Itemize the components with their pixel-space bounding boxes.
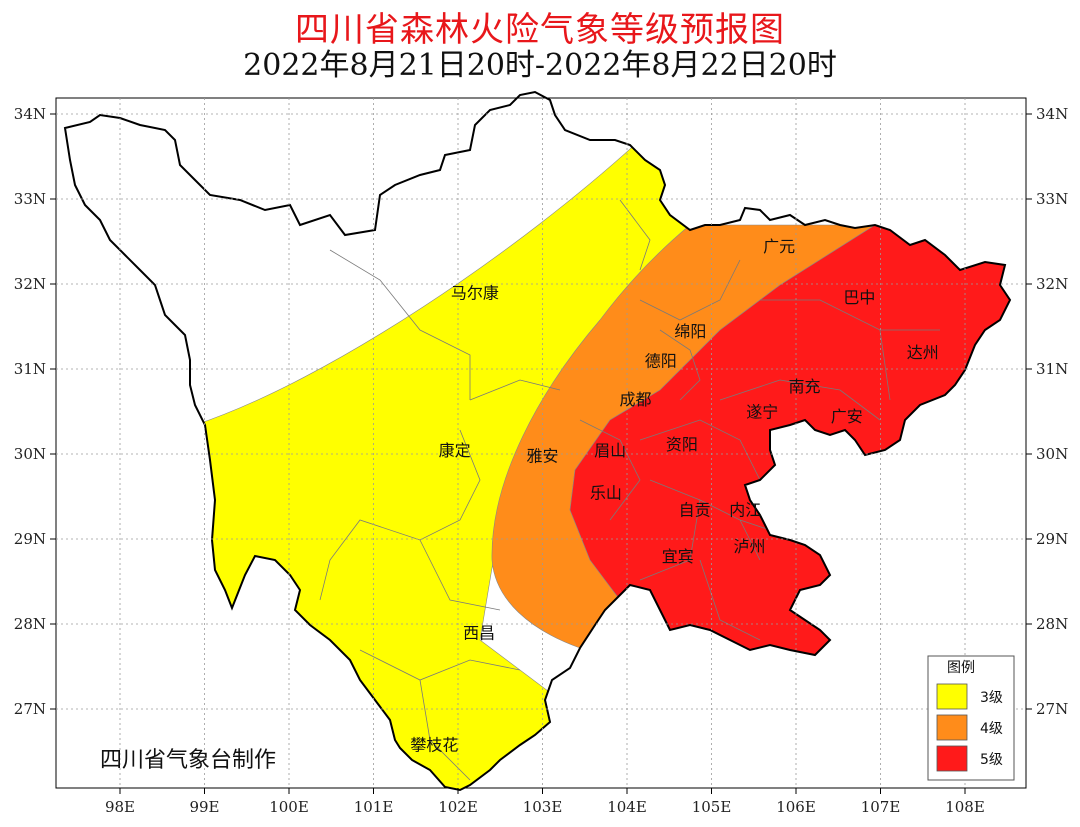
longitude-tick-label: 108E: [945, 798, 985, 816]
city-label: 内江: [729, 500, 761, 519]
latitude-tick-label: 33N: [14, 190, 46, 208]
legend-label-level3: 3级: [980, 690, 1003, 706]
latitude-tick-label: 29N: [14, 530, 46, 548]
city-label: 巴中: [843, 288, 875, 307]
city-label: 眉山: [594, 441, 626, 460]
city-label: 攀枝花: [410, 736, 458, 755]
latitude-tick-label: 27N: [1036, 700, 1068, 718]
city-label: 广安: [831, 407, 863, 426]
city-label: 西昌: [463, 624, 495, 643]
longitude-tick-label: 101E: [354, 798, 394, 816]
city-label: 成都: [619, 390, 651, 409]
city-label: 南充: [788, 377, 820, 396]
city-label: 泸州: [734, 537, 766, 556]
city-label: 广元: [763, 237, 795, 256]
latitude-tick-label: 33N: [1036, 190, 1068, 208]
legend-label-level5: 5级: [980, 752, 1003, 768]
legend: 图例 3级 4级 5级: [927, 655, 1015, 781]
latitude-tick-label: 34N: [1036, 105, 1068, 123]
latitude-tick-label: 31N: [1036, 360, 1068, 378]
city-label: 绵阳: [674, 322, 706, 341]
latitude-tick-label: 31N: [14, 360, 46, 378]
legend-title: 图例: [947, 660, 975, 676]
city-label: 康定: [439, 441, 471, 460]
legend-label-level4: 4级: [980, 721, 1003, 737]
latitude-tick-label: 28N: [1036, 615, 1068, 633]
latitude-tick-label: 30N: [1036, 445, 1068, 463]
latitude-tick-label: 34N: [14, 105, 46, 123]
latitude-tick-label: 29N: [1036, 530, 1068, 548]
longitude-tick-label: 104E: [607, 798, 647, 816]
latitude-tick-label: 27N: [14, 700, 46, 718]
latitude-tick-label: 30N: [14, 445, 46, 463]
city-label: 达州: [907, 343, 939, 362]
longitude-tick-label: 102E: [438, 798, 478, 816]
longitude-tick-label: 98E: [105, 798, 135, 816]
longitude-ticks: 98E 99E 100E 101E 102E 103E 104E 105E 106E 107E 10…: [105, 788, 985, 816]
latitude-tick-label: 32N: [1036, 275, 1068, 293]
longitude-tick-label: 106E: [776, 798, 816, 816]
latitude-ticks-right: 34N 33N 32N 31N 30N 29N 28N 27N: [1026, 105, 1068, 718]
city-label: 雅安: [526, 447, 558, 466]
city-label: 德阳: [645, 352, 677, 371]
city-label: 资阳: [666, 435, 698, 454]
map-subtitle: 2022年8月21日20时-2022年8月22日20时: [243, 48, 837, 83]
map-title: 四川省森林火险气象等级预报图: [295, 10, 785, 50]
city-label: 遂宁: [746, 403, 778, 422]
city-label: 自贡: [679, 500, 711, 519]
longitude-tick-label: 105E: [692, 798, 732, 816]
longitude-tick-label: 107E: [861, 798, 901, 816]
latitude-tick-label: 28N: [14, 615, 46, 633]
legend-swatch-level3: [936, 683, 968, 710]
province-outline: [63, 90, 1012, 792]
graticule: [56, 98, 1026, 788]
credit-text: 四川省气象台制作: [100, 748, 276, 773]
city-label: 宜宾: [662, 547, 694, 566]
latitude-ticks-left: 34N 33N 32N 31N 30N 29N 28N 27N: [14, 105, 56, 718]
legend-swatch-level4: [936, 714, 968, 741]
longitude-tick-label: 103E: [523, 798, 563, 816]
longitude-tick-label: 99E: [189, 798, 219, 816]
longitude-tick-label: 100E: [269, 798, 309, 816]
latitude-tick-label: 32N: [14, 275, 46, 293]
city-label: 乐山: [590, 483, 622, 502]
legend-swatch-level5: [936, 745, 968, 772]
city-label: 马尔康: [451, 284, 499, 303]
